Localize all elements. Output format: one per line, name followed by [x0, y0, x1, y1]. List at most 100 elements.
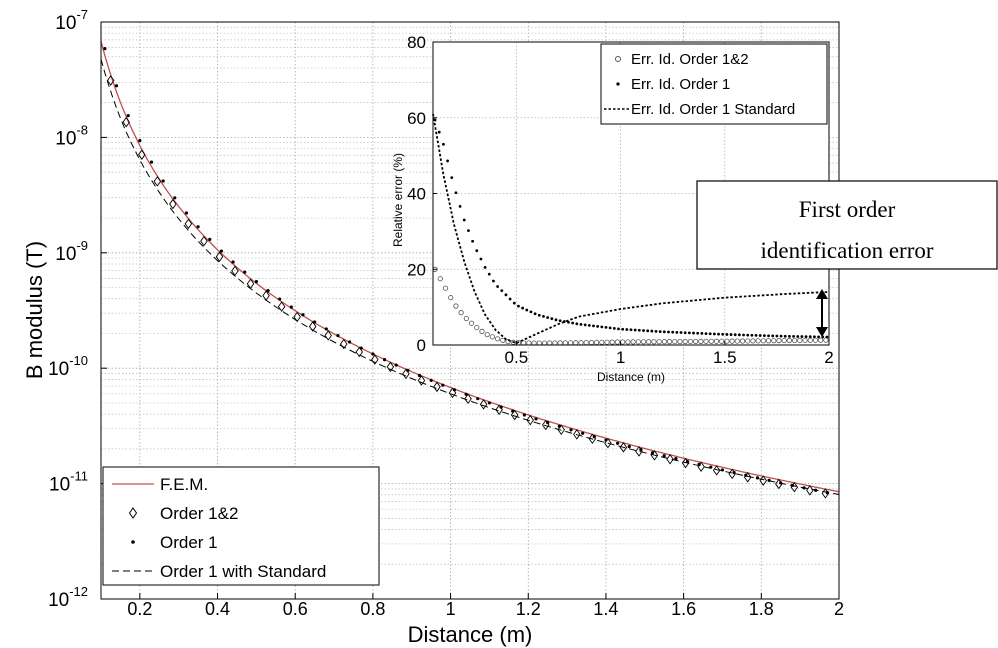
inset-series-marker-err-id-order-1	[459, 205, 462, 208]
inset-series-marker-err-id-order-1	[546, 316, 549, 319]
main-y-tick-label: 10-10	[48, 353, 88, 380]
series-marker-order-1	[406, 369, 409, 372]
inset-series-marker-err-id-order-1	[625, 328, 628, 331]
inset-series-marker-err-id-order-1	[513, 302, 516, 305]
inset-series-marker-err-id-order-1	[692, 332, 695, 335]
inset-series-marker-err-id-order-1	[505, 293, 508, 296]
inset-series-marker-err-id-order-1	[521, 307, 524, 310]
series-marker-order-1	[511, 410, 514, 413]
series-marker-order-1	[185, 211, 188, 214]
series-marker-order-1	[278, 297, 281, 300]
inset-y-axis-label: Relative error (%)	[391, 153, 405, 247]
inset-series-marker-err-id-order-1	[796, 335, 799, 338]
inset-series-marker-err-id-order-1	[555, 318, 558, 321]
series-marker-order-1	[138, 139, 141, 142]
inset-legend: Err. Id. Order 1&2 Err. Id. Order 1 Err.…	[601, 44, 827, 124]
series-marker-order-1	[593, 435, 596, 438]
inset-series-marker-err-id-order-1	[780, 335, 783, 338]
series-marker-order-1	[220, 249, 223, 252]
annotation-callout-line-2: identification error	[760, 238, 933, 263]
series-marker-order-1	[266, 289, 269, 292]
series-marker-order-1	[569, 428, 572, 431]
inset-x-tick-label: 2	[824, 348, 833, 367]
series-marker-order-1	[418, 374, 421, 377]
inset-series-marker-err-id-order-1	[638, 329, 641, 332]
inset-series-marker-err-id-order-1	[438, 131, 441, 134]
inset-series-marker-err-id-order-1	[613, 327, 616, 330]
inset-series-marker-err-id-order-1	[759, 334, 762, 337]
series-marker-order-1	[546, 421, 549, 424]
series-marker-order-1	[325, 327, 328, 330]
series-marker-order-1	[208, 238, 211, 241]
inset-series-marker-err-id-order-1	[709, 332, 712, 335]
series-marker-order-1	[383, 358, 386, 361]
series-marker-order-1	[604, 438, 607, 441]
inset-series-marker-err-id-order-1	[696, 332, 699, 335]
inset-series-marker-err-id-order-1	[730, 333, 733, 336]
inset-series-marker-err-id-order-1	[684, 331, 687, 334]
series-marker-order-1	[301, 313, 304, 316]
series-marker-order-1	[313, 320, 316, 323]
inset-series-marker-err-id-order-1	[721, 333, 724, 336]
annotation-callout: First order identification error	[697, 181, 997, 269]
inset-series-marker-err-id-order-1	[550, 317, 553, 320]
inset-series-marker-err-id-order-1	[530, 310, 533, 313]
inset-series-marker-err-id-order-1	[542, 315, 545, 318]
inset-series-marker-err-id-order-1	[584, 324, 587, 327]
inset-series-marker-err-id-order-1	[805, 335, 808, 338]
inset-series-marker-err-id-order-1	[446, 160, 449, 163]
series-marker-order-1	[173, 196, 176, 199]
main-x-axis-label: Distance (m)	[408, 622, 533, 647]
series-marker-order-1	[523, 413, 526, 416]
inset-series-marker-err-id-order-1	[538, 314, 541, 317]
inset-series-marker-err-id-order-1	[667, 331, 670, 334]
series-marker-order-1	[628, 445, 631, 448]
legend-label-order1-standard: Order 1 with Standard	[160, 562, 326, 581]
main-y-tick-label: 10-9	[55, 238, 88, 265]
inset-series-marker-err-id-order-1	[484, 266, 487, 269]
inset-series-marker-err-id-order-1	[792, 335, 795, 338]
main-x-tick-label: 0.2	[127, 599, 152, 619]
inset-series-marker-err-id-order-1	[646, 329, 649, 332]
series-marker-order-1	[581, 432, 584, 435]
inset-series-marker-err-id-order-1	[688, 331, 691, 334]
series-marker-order-1	[255, 280, 258, 283]
inset-series-marker-err-id-order-1	[600, 325, 603, 328]
series-marker-order-1	[476, 397, 479, 400]
main-x-tick-label: 0.4	[205, 599, 230, 619]
main-x-tick-label: 2	[834, 599, 844, 619]
inset-y-tick-label: 20	[407, 260, 426, 279]
legend-swatch-order1	[131, 540, 135, 544]
inset-series-marker-err-id-order-1	[763, 334, 766, 337]
series-marker-order-1	[197, 225, 200, 228]
inset-series-marker-err-id-order-1	[671, 331, 674, 334]
inset-series-marker-err-id-order-1	[771, 334, 774, 337]
inset-series-marker-err-id-order-1	[525, 309, 528, 312]
main-x-tick-label: 0.8	[360, 599, 385, 619]
inset-series-marker-err-id-order-1	[725, 333, 728, 336]
inset-series-marker-err-id-order-1	[801, 335, 804, 338]
inset-series-marker-err-id-order-1	[596, 325, 599, 328]
series-marker-order-1	[360, 346, 363, 349]
inset-series-marker-err-id-order-1	[517, 305, 520, 308]
series-marker-order-1	[103, 47, 106, 50]
series-marker-order-1	[395, 363, 398, 366]
main-x-tick-label: 1.2	[516, 599, 541, 619]
inset-legend-swatch-order1	[616, 82, 619, 85]
main-x-tick-label: 1.8	[749, 599, 774, 619]
series-marker-order-1	[150, 161, 153, 164]
inset-series-marker-err-id-order-1	[650, 330, 653, 333]
series-marker-order-1	[243, 271, 246, 274]
inset-legend-label-order12: Err. Id. Order 1&2	[631, 51, 749, 68]
series-marker-order-1	[534, 417, 537, 420]
inset-x-tick-label: 0.5	[505, 348, 529, 367]
series-marker-order-1	[499, 405, 502, 408]
inset-series-marker-err-id-order-1	[700, 332, 703, 335]
main-y-tick-label: 10-11	[49, 469, 88, 496]
inset-series-marker-err-id-order-1	[609, 326, 612, 329]
inset-x-axis-label: Distance (m)	[597, 370, 665, 384]
series-marker-order-1	[488, 401, 491, 404]
inset-series-marker-err-id-order-1	[750, 334, 753, 337]
inset-series-marker-err-id-order-1	[463, 219, 466, 222]
inset-series-marker-err-id-order-1	[571, 322, 574, 325]
